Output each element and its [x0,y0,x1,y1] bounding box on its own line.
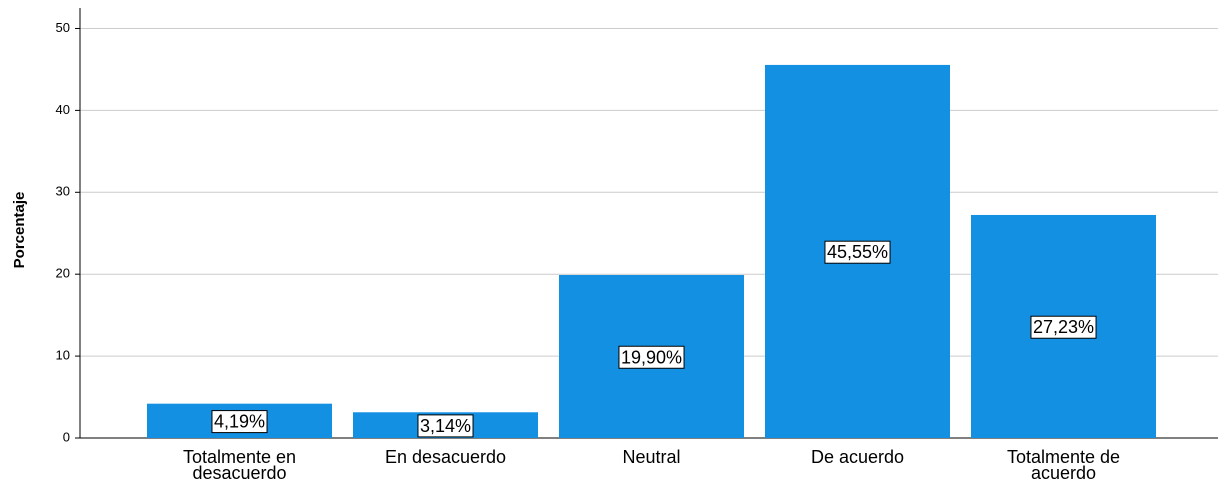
value-label-box [618,345,685,369]
x-tick-label: Neutral [622,447,680,467]
x-tick-label: desacuerdo [192,463,286,482]
x-tick-label: acuerdo [1031,463,1096,482]
x-tick-label: Totalmente en [183,447,296,467]
value-label: 3,14% [420,416,471,436]
value-label-group: 4,19% [211,410,268,434]
value-label-box [824,240,891,264]
y-axis-label: Porcentaje [11,192,28,269]
y-tick-label: 40 [56,102,70,117]
value-label-group: 19,90% [618,345,685,369]
value-label-group: 45,55% [824,240,891,264]
x-tick-label: En desacuerdo [385,447,506,467]
y-tick-label: 20 [56,266,70,281]
value-label-group: 27,23% [1030,315,1097,339]
y-tick-label: 50 [56,20,70,35]
y-tick-label: 0 [63,429,70,444]
value-label-box [417,414,474,438]
y-tick-label: 10 [56,348,70,363]
value-label: 19,90% [621,347,682,367]
value-label-box [211,410,268,434]
x-tick-label: Totalmente de [1007,447,1120,467]
value-label-box [1030,315,1097,339]
value-label: 27,23% [1033,317,1094,337]
value-label-group: 3,14% [417,414,474,438]
x-tick-label: De acuerdo [811,447,904,467]
y-tick-label: 30 [56,184,70,199]
value-label: 45,55% [827,242,888,262]
value-label: 4,19% [214,412,265,432]
